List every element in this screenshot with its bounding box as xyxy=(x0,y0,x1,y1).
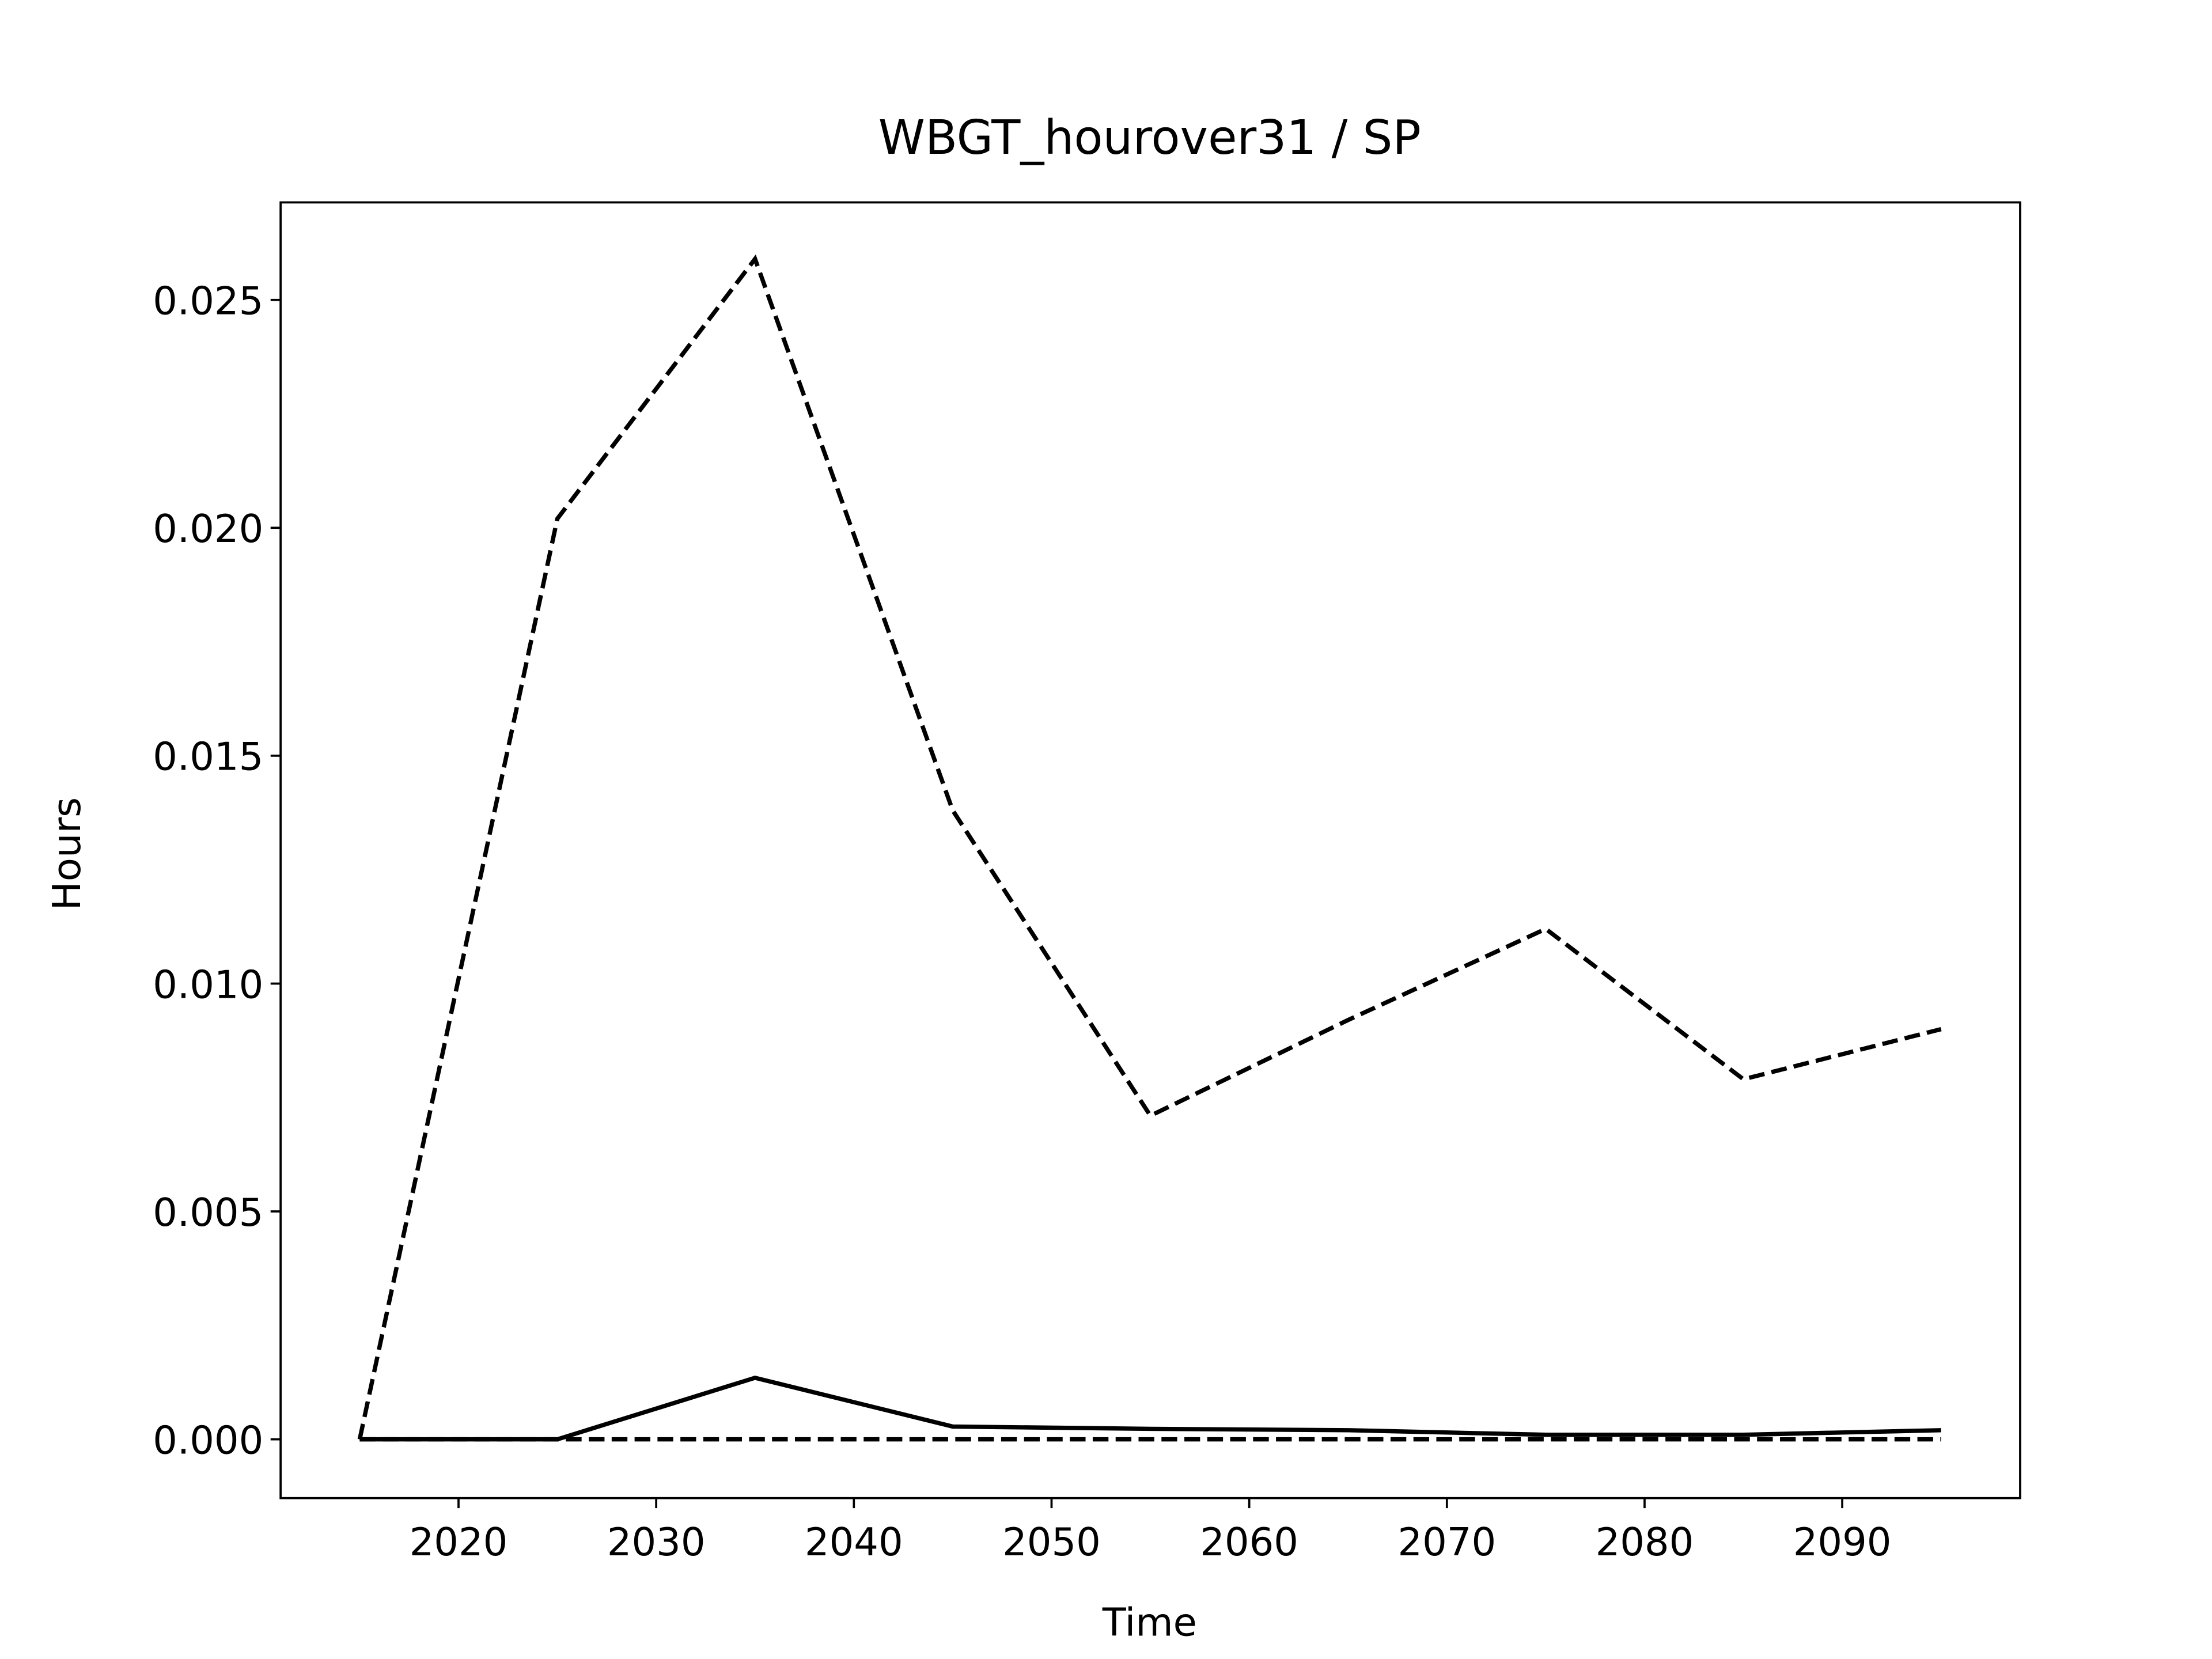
series-line xyxy=(359,1375,1941,1442)
plot-frame xyxy=(279,201,2021,1499)
chart-title: WBGT_hourover31 / SP xyxy=(878,111,1421,165)
x-tick-label: 2030 xyxy=(607,1520,706,1565)
x-tick-label: 2050 xyxy=(1002,1520,1101,1565)
x-tick-label: 2060 xyxy=(1200,1520,1298,1565)
x-tick-label: 2080 xyxy=(1596,1520,1694,1565)
y-tick-label: 0.010 xyxy=(153,962,263,1007)
x-tick-label: 2020 xyxy=(410,1520,508,1565)
y-tick-label: 0.020 xyxy=(153,506,263,551)
y-tick-label: 0.015 xyxy=(153,734,263,779)
y-axis-label: Hours xyxy=(44,797,89,911)
x-tick-label: 2040 xyxy=(805,1520,903,1565)
x-tick-label: 2090 xyxy=(1793,1520,1892,1565)
y-tick-label: 0.025 xyxy=(153,279,263,324)
y-tick-label: 0.000 xyxy=(153,1418,263,1463)
x-tick-label: 2070 xyxy=(1397,1520,1496,1565)
series-line xyxy=(357,254,1942,1440)
y-tick-label: 0.005 xyxy=(153,1190,263,1235)
x-axis-label: Time xyxy=(1102,1600,1197,1645)
